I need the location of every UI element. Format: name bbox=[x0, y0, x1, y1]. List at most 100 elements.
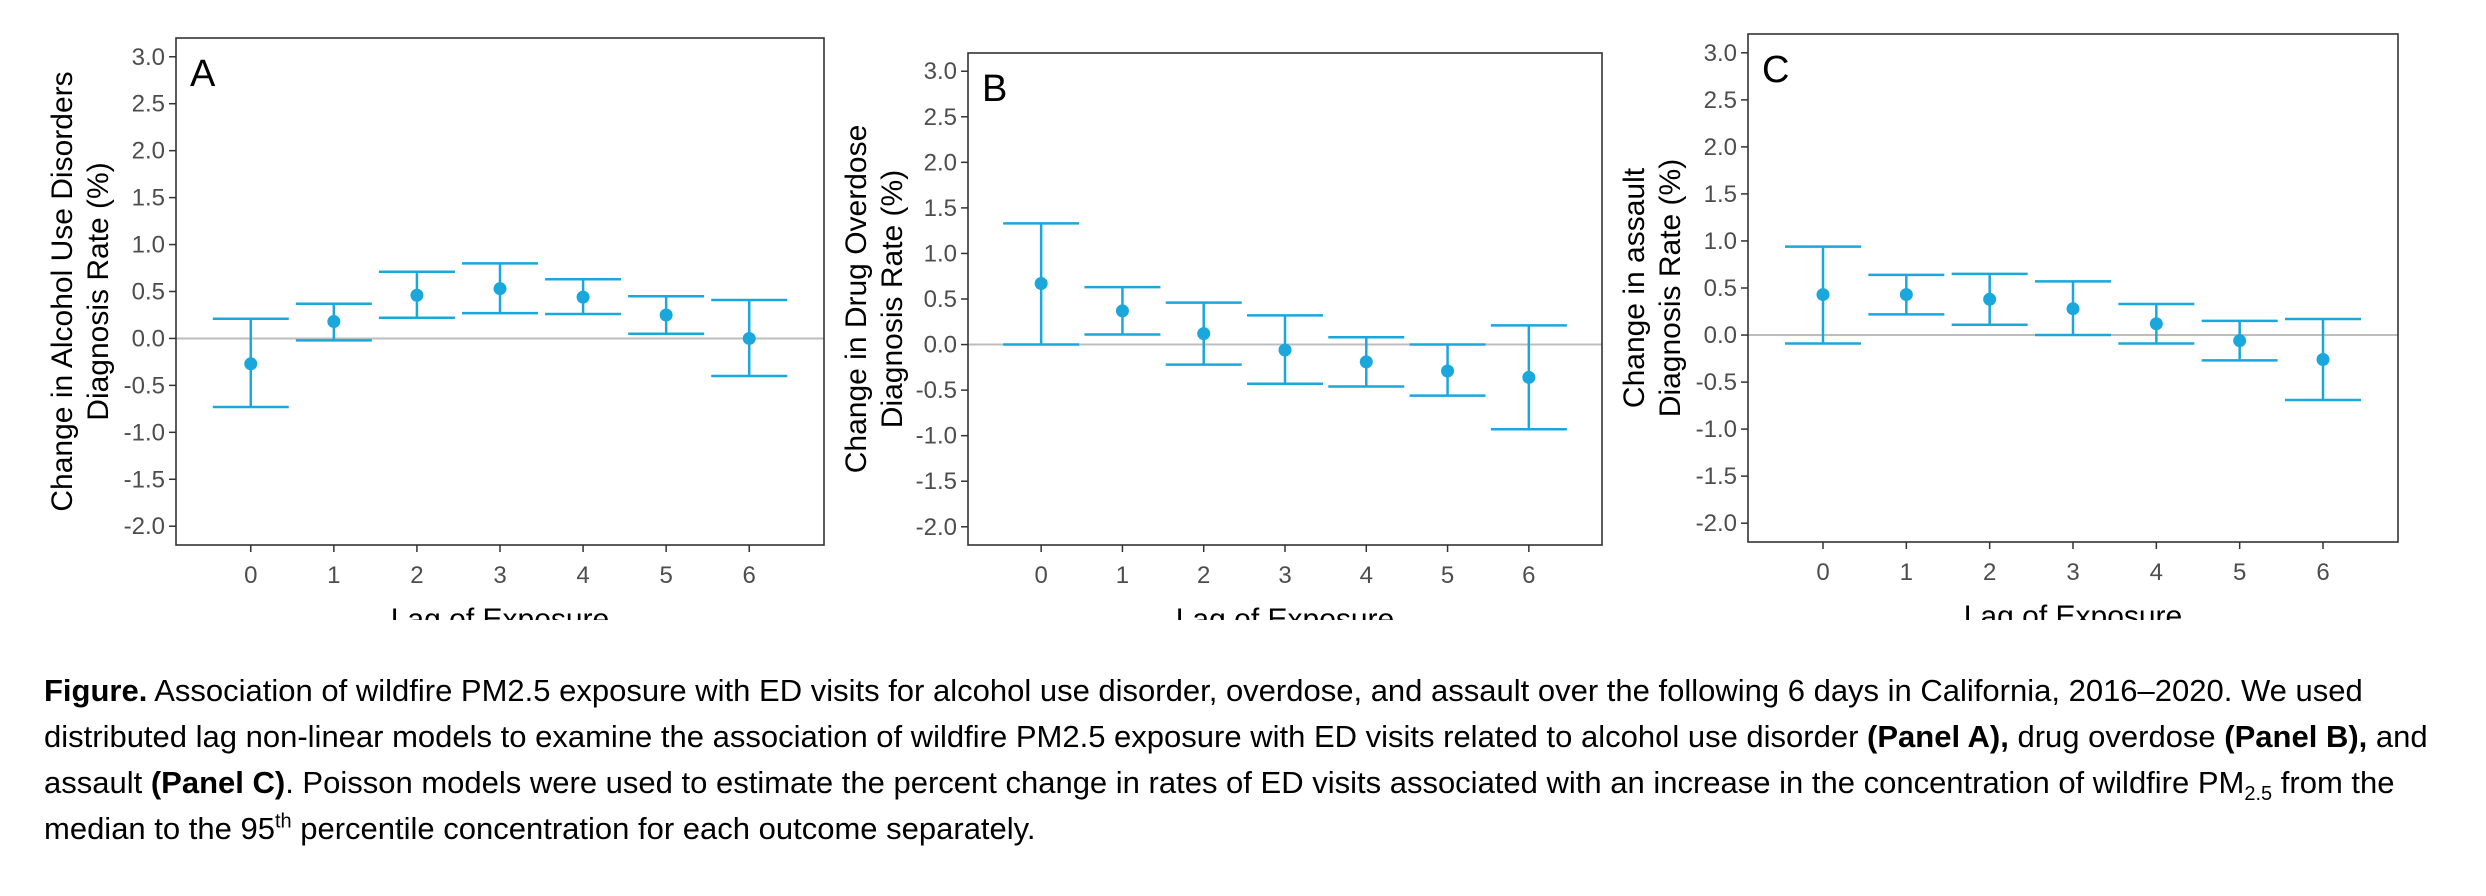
point-estimate bbox=[1816, 288, 1830, 302]
caption-segment: . Poisson models were used to estimate t… bbox=[285, 765, 2245, 800]
y-tick-label: -0.5 bbox=[1696, 369, 1737, 396]
caption-segment: and assault bbox=[44, 719, 2428, 800]
y-tick-label: 0.0 bbox=[924, 332, 957, 359]
x-tick-label: 6 bbox=[743, 562, 756, 589]
caption-segment: (Panel B), bbox=[2224, 719, 2368, 754]
y-tick-label: -0.5 bbox=[124, 372, 165, 399]
x-tick-label: 5 bbox=[1441, 562, 1454, 589]
x-tick-label: 2 bbox=[1983, 559, 1996, 586]
y-tick-label: 2.0 bbox=[1704, 134, 1737, 161]
x-tick-label: 6 bbox=[2316, 559, 2329, 586]
point-estimate bbox=[1278, 343, 1292, 357]
y-tick-label: -2.0 bbox=[124, 513, 165, 540]
plot-frame bbox=[1747, 33, 2399, 543]
x-tick-label: 1 bbox=[1116, 562, 1129, 589]
point-estimate bbox=[576, 290, 590, 304]
panel-label: C bbox=[1762, 49, 1789, 91]
y-tick-label: -1.5 bbox=[916, 468, 957, 495]
y-tick-label: 1.5 bbox=[1704, 181, 1737, 208]
y-axis-label: Diagnosis Rate (%) bbox=[876, 170, 909, 428]
y-tick-label: 2.5 bbox=[1704, 87, 1737, 114]
y-tick-label: -1.0 bbox=[124, 419, 165, 446]
x-tick-label: 3 bbox=[493, 562, 506, 589]
figure-panels: -2.0 -1.5 -1.0 -0.5 0.0 0.5 1.0 1.5 2.0 2.5 3.0 0 1 2… bbox=[46, 33, 2399, 620]
y-tick-label: 1.5 bbox=[924, 195, 957, 222]
panel-label: B bbox=[982, 68, 1007, 110]
caption-segment: 2.5 bbox=[2244, 783, 2273, 806]
y-axis-label: Change in Drug Overdose bbox=[840, 125, 873, 474]
x-tick-label: 2 bbox=[410, 562, 423, 589]
x-tick-label: 6 bbox=[1522, 562, 1535, 589]
x-tick-label: 0 bbox=[1816, 559, 1829, 586]
point-estimate bbox=[659, 308, 673, 322]
y-tick-label: 0.0 bbox=[1704, 322, 1737, 349]
y-axis-label: Change in assault bbox=[1618, 167, 1651, 408]
point-estimate bbox=[2233, 334, 2247, 348]
figure-caption: Figure. Association of wildfire PM2.5 ex… bbox=[44, 668, 2464, 852]
y-tick-label: 1.0 bbox=[1704, 228, 1737, 255]
x-tick-label: 1 bbox=[327, 562, 340, 589]
point-estimate bbox=[1197, 327, 1211, 341]
x-axis-label: Lag of Exposure bbox=[1176, 603, 1394, 620]
x-tick-label: 2 bbox=[1197, 562, 1210, 589]
y-tick-label: -1.0 bbox=[916, 423, 957, 450]
point-estimate bbox=[1522, 370, 1536, 384]
point-estimate bbox=[2149, 317, 2163, 331]
caption-segment: Figure. bbox=[44, 673, 148, 708]
y-tick-label: 1.0 bbox=[132, 232, 165, 259]
caption-segment: (Panel C) bbox=[150, 765, 286, 800]
y-tick-label: 2.5 bbox=[132, 91, 165, 118]
x-axis-label: Lag of Exposure bbox=[391, 603, 609, 620]
y-tick-label: 2.0 bbox=[132, 138, 165, 165]
y-axis-label: Diagnosis Rate (%) bbox=[82, 162, 115, 420]
panel-label: A bbox=[190, 53, 216, 95]
point-estimate bbox=[2316, 352, 2330, 366]
caption-segment: th bbox=[274, 810, 292, 833]
point-estimate bbox=[2066, 302, 2080, 316]
y-axis-label: Diagnosis Rate (%) bbox=[1654, 159, 1687, 417]
y-tick-label: 0.5 bbox=[132, 279, 165, 306]
y-tick-label: 0.5 bbox=[1704, 275, 1737, 302]
x-axis-label: Lag of Exposure bbox=[1964, 600, 2182, 620]
point-estimate bbox=[1115, 304, 1129, 318]
point-estimate bbox=[1359, 355, 1373, 369]
y-tick-label: -1.5 bbox=[1696, 463, 1737, 490]
y-tick-label: 2.5 bbox=[924, 104, 957, 131]
x-tick-label: 4 bbox=[2150, 559, 2163, 586]
x-tick-label: 3 bbox=[2066, 559, 2079, 586]
point-estimate bbox=[327, 315, 341, 329]
y-tick-label: 0.0 bbox=[132, 325, 165, 352]
point-estimate bbox=[410, 288, 424, 302]
caption-segment: Association of wildfire PM2.5 exposure w… bbox=[44, 673, 2363, 754]
x-tick-label: 0 bbox=[1034, 562, 1047, 589]
point-estimate bbox=[742, 331, 756, 345]
y-tick-label: 1.0 bbox=[924, 240, 957, 267]
point-estimate bbox=[1034, 277, 1048, 291]
x-tick-label: 3 bbox=[1278, 562, 1291, 589]
point-estimate bbox=[1899, 288, 1913, 302]
point-estimate bbox=[1983, 292, 1997, 306]
caption-segment: drug overdose bbox=[2008, 719, 2225, 754]
plot-frame bbox=[175, 37, 825, 546]
x-tick-label: 5 bbox=[659, 562, 672, 589]
caption-segment: from the median to the 95 bbox=[44, 765, 2395, 846]
x-tick-label: 4 bbox=[1360, 562, 1373, 589]
point-estimate bbox=[244, 357, 258, 371]
x-tick-label: 4 bbox=[576, 562, 589, 589]
y-tick-label: 2.0 bbox=[924, 149, 957, 176]
caption-segment: (Panel A), bbox=[1867, 719, 2009, 754]
y-tick-label: 3.0 bbox=[1704, 40, 1737, 67]
y-tick-label: 1.5 bbox=[132, 185, 165, 212]
point-estimate bbox=[1441, 364, 1455, 378]
x-tick-label: 0 bbox=[244, 562, 257, 589]
y-tick-label: 0.5 bbox=[924, 286, 957, 313]
y-tick-label: -2.0 bbox=[916, 514, 957, 541]
y-tick-label: -2.0 bbox=[1696, 510, 1737, 537]
chart-panel-b: -2.0 -1.5 -1.0 -0.5 0.0 0.5 1.0 1.5 2.0 2.5 3.0 0 1 2… bbox=[840, 52, 1603, 620]
y-tick-label: -1.5 bbox=[124, 466, 165, 493]
chart-panel-a: -2.0 -1.5 -1.0 -0.5 0.0 0.5 1.0 1.5 2.0 2.5 3.0 0 1 2… bbox=[46, 37, 825, 620]
chart-panel-c: -2.0 -1.5 -1.0 -0.5 0.0 0.5 1.0 1.5 2.0 2.5 3.0 0 1 2… bbox=[1618, 33, 2399, 620]
point-estimate bbox=[493, 282, 507, 296]
y-axis-label: Change in Alcohol Use Disorders bbox=[46, 71, 79, 511]
x-tick-label: 5 bbox=[2233, 559, 2246, 586]
